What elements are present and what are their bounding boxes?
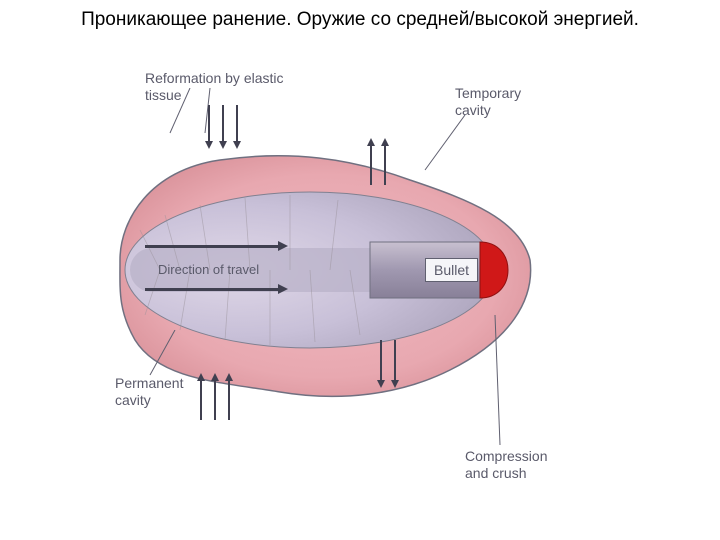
permanent-cavity-label: Permanent cavity: [115, 375, 195, 409]
direction-arrow-2: [145, 288, 280, 291]
perm-arrowhead-3: [225, 373, 233, 381]
temp-arrowhead-1: [367, 138, 375, 146]
reform-arrowhead-1: [205, 141, 213, 149]
temp-arrow-2: [384, 145, 386, 185]
comp-arrow-1: [380, 340, 382, 382]
perm-arrow-3: [228, 380, 230, 420]
compression-label: Compression and crush: [465, 448, 565, 482]
temporary-cavity-label: Temporary cavity: [455, 85, 535, 119]
perm-arrow-1: [200, 380, 202, 420]
permcavity-leader: [145, 330, 195, 380]
tempcavity-leader: [420, 115, 480, 175]
reformation-leaders: [160, 88, 260, 138]
perm-arrowhead-2: [211, 373, 219, 381]
perm-arrowhead-1: [197, 373, 205, 381]
temp-arrow-1: [370, 145, 372, 185]
temp-arrowhead-2: [381, 138, 389, 146]
comp-arrowhead-2: [391, 380, 399, 388]
comp-arrow-2: [394, 340, 396, 382]
comp-arrowhead-1: [377, 380, 385, 388]
reform-arrow-2: [222, 105, 224, 143]
perm-arrow-2: [214, 380, 216, 420]
direction-arrowhead-2: [278, 284, 288, 294]
direction-arrow-1: [145, 245, 280, 248]
direction-label: Direction of travel: [158, 262, 259, 278]
compression-leader: [480, 315, 520, 450]
wound-diagram: Direction of travel Bullet Reformation b…: [90, 70, 630, 500]
bullet-label: Bullet: [425, 258, 478, 282]
reform-arrowhead-3: [233, 141, 241, 149]
page-title: Проникающее ранение. Оружие со средней/в…: [0, 0, 720, 33]
reform-arrowhead-2: [219, 141, 227, 149]
reform-arrow-3: [236, 105, 238, 143]
direction-arrowhead-1: [278, 241, 288, 251]
reform-arrow-1: [208, 105, 210, 143]
